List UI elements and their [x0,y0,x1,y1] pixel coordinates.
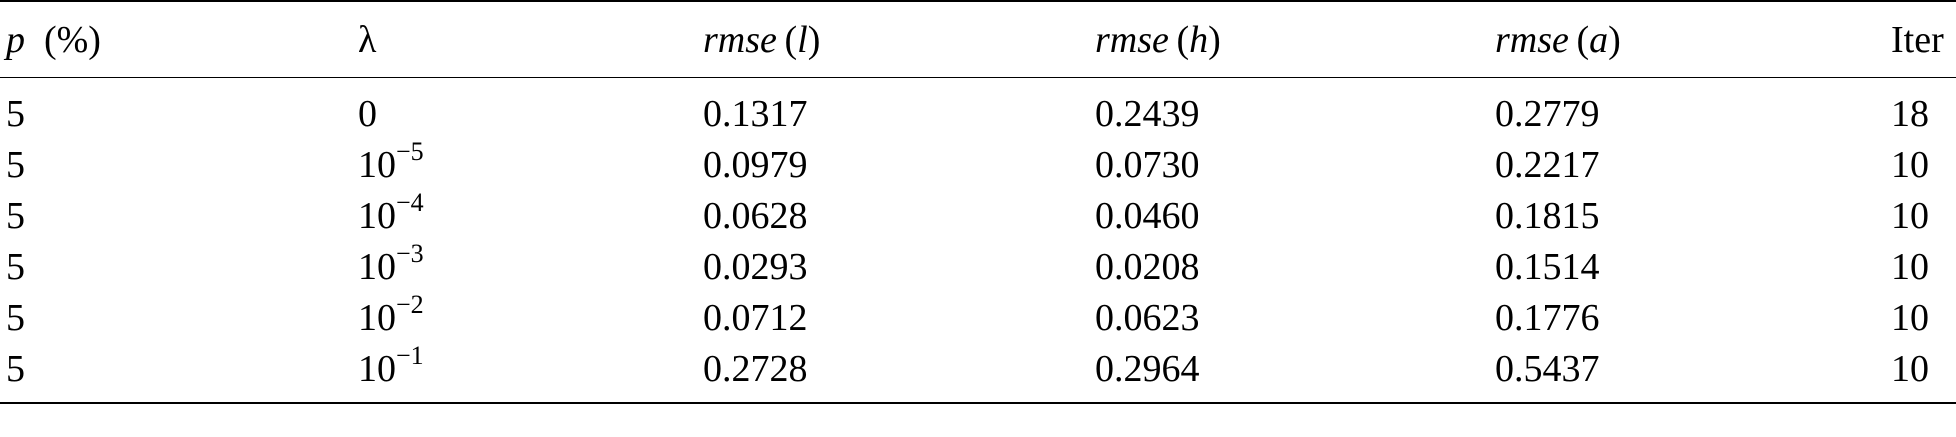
header-row: p (%) λ rmse (l) rmse (h) rmse (a) Iter [0,0,1956,78]
cell-lambda-exp: −4 [396,187,424,217]
cell-p: 5 [6,296,25,339]
cell-lambda-base: 10 [358,245,396,288]
table-row: 5 10−1 0.2728 0.2964 0.5437 10 [0,340,1956,404]
cell-lambda-exp: −1 [396,340,424,370]
header-lambda: λ [352,0,697,78]
cell-lambda: 10−1 [352,340,697,404]
header-p-unit: (%) [44,18,101,61]
cell-p: 5 [6,143,25,186]
cell-lambda-exp: −3 [396,238,424,268]
cell-lambda-base: 10 [358,296,396,339]
header-rmse-h-fn: rmse [1095,18,1169,61]
cell-rmse-a: 0.1776 [1495,296,1600,339]
cell-lambda-base: 10 [358,143,396,186]
cell-rmse-h: 0.0460 [1095,194,1200,237]
header-iter: Iter [1891,0,1956,78]
cell-lambda: 10−2 [352,289,697,343]
header-rmse-h-close: ) [1208,18,1221,61]
cell-p: 5 [6,92,25,135]
cell-lambda-exp: −5 [396,136,424,166]
cell-p: 5 [6,245,25,288]
header-p: p (%) [0,0,352,78]
cell-rmse-a: 0.1815 [1495,194,1600,237]
cell-rmse-h: 0.0208 [1095,245,1200,288]
header-p-symbol: p [6,18,25,61]
header-rmse-a-fn: rmse [1495,18,1569,61]
cell-lambda-base: 10 [358,194,396,237]
header-rmse-h: rmse (h) [1089,0,1489,78]
cell-rmse-l: 0.0712 [703,296,808,339]
cell-rmse-a: 0.2217 [1495,143,1600,186]
cell-rmse-l: 0.0628 [703,194,808,237]
cell-lambda: 10−5 [352,136,697,190]
results-table: p (%) λ rmse (l) rmse (h) rmse (a) Iter … [0,0,1956,404]
header-rmse-h-open: ( [1176,18,1190,61]
cell-iter: 10 [1891,343,1956,404]
table-body: 5 0 0.1317 0.2439 0.2779 18 5 10−5 0.097… [0,78,1956,404]
cell-iter: 10 [1891,245,1929,288]
table-header: p (%) λ rmse (l) rmse (h) rmse (a) Iter [0,0,1956,78]
header-rmse-a: rmse (a) [1489,0,1891,78]
cell-lambda: 10−4 [352,187,697,241]
cell-rmse-h: 0.2439 [1095,92,1200,135]
table-row: 5 10−3 0.0293 0.0208 0.1514 10 [0,238,1956,292]
cell-iter: 18 [1891,92,1929,135]
cell-rmse-l: 0.1317 [703,92,808,135]
header-rmse-l-close: ) [807,18,821,61]
cell-iter: 10 [1891,296,1929,339]
cell-iter: 10 [1891,194,1929,237]
header-rmse-l-fn: rmse [703,18,777,61]
header-rmse-l: rmse (l) [697,0,1089,78]
header-rmse-l-arg: l [797,18,808,61]
cell-lambda: 0 [352,78,697,140]
header-rmse-h-arg: h [1189,18,1209,61]
header-rmse-a-close: ) [1608,18,1621,61]
cell-rmse-l: 0.0293 [703,245,808,288]
cell-lambda: 10−3 [352,238,697,292]
table-row: 5 10−2 0.0712 0.0623 0.1776 10 [0,289,1956,343]
cell-rmse-h: 0.0730 [1095,143,1200,186]
table-row: 5 0 0.1317 0.2439 0.2779 18 [0,78,1956,140]
cell-rmse-l: 0.0979 [703,143,808,186]
cell-rmse-h: 0.0623 [1095,296,1200,339]
header-rmse-a-open: ( [1576,18,1590,61]
cell-rmse-h: 0.2964 [1089,343,1489,404]
cell-lambda-base: 10 [358,347,396,390]
table-row: 5 10−4 0.0628 0.0460 0.1815 10 [0,187,1956,241]
cell-p: 5 [0,343,352,404]
cell-p: 5 [6,194,25,237]
header-rmse-l-open: ( [784,18,798,61]
cell-rmse-a: 0.5437 [1489,343,1891,404]
cell-iter: 10 [1891,143,1929,186]
cell-lambda-base: 0 [358,92,377,135]
cell-rmse-a: 0.1514 [1495,245,1600,288]
table-row: 5 10−5 0.0979 0.0730 0.2217 10 [0,136,1956,190]
cell-lambda-exp: −2 [396,289,424,319]
header-rmse-a-arg: a [1589,18,1609,61]
cell-rmse-a: 0.2779 [1495,92,1600,135]
cell-rmse-l: 0.2728 [697,343,1089,404]
